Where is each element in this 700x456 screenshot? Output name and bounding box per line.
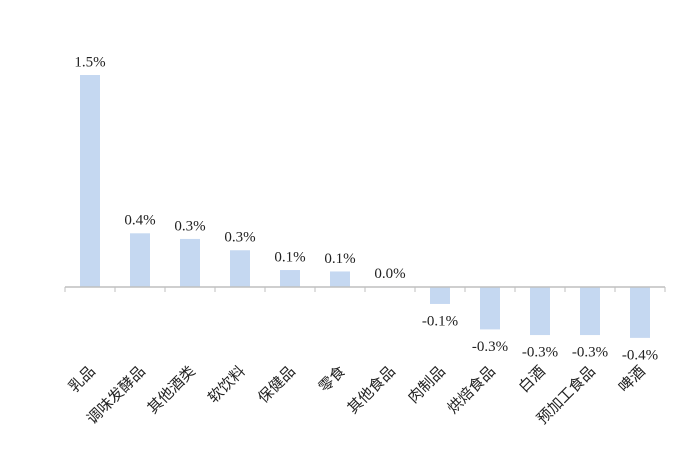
bar [80, 75, 100, 287]
x-tick-label: 软饮料 [205, 363, 249, 407]
value-label: 0.1% [324, 251, 355, 267]
bar [180, 238, 200, 287]
value-label: -0.4% [622, 347, 658, 363]
bar [630, 287, 650, 338]
x-tick-label: 其他食品 [344, 363, 398, 417]
value-label: -0.3% [522, 344, 558, 360]
bar [480, 287, 500, 330]
bar [330, 271, 350, 287]
bar [280, 270, 300, 287]
x-tick-label: 白酒 [516, 363, 549, 396]
x-tick-label: 啤酒 [616, 363, 649, 396]
x-tick-label: 烘焙食品 [444, 363, 498, 417]
x-tick-label: 零食 [316, 363, 349, 396]
value-label: -0.3% [572, 344, 608, 360]
bar [530, 287, 550, 336]
x-tick-label: 肉制品 [405, 363, 449, 407]
value-label: -0.1% [422, 313, 458, 329]
bar [130, 233, 150, 287]
value-label: 0.0% [374, 266, 405, 282]
bar [430, 287, 450, 304]
bar [230, 250, 250, 287]
x-tick-label: 保健品 [255, 363, 299, 407]
value-label: 0.1% [274, 249, 305, 265]
value-label: 1.5% [74, 54, 105, 70]
x-tick-label: 其他酒类 [144, 363, 198, 417]
x-tick-label: 乳品 [66, 363, 99, 396]
value-label: 0.3% [174, 218, 205, 234]
value-label: -0.3% [472, 339, 508, 355]
bar [580, 287, 600, 336]
value-label: 0.3% [224, 230, 255, 246]
value-label: 0.4% [124, 213, 155, 229]
